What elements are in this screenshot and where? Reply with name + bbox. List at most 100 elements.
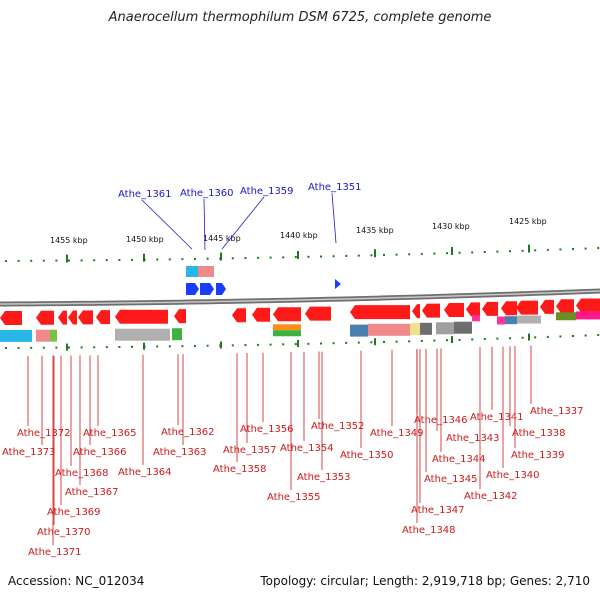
tick-dot bbox=[496, 337, 499, 340]
reverse-gene-arrow bbox=[516, 300, 538, 315]
tick-dot bbox=[80, 346, 83, 349]
tick-dot bbox=[257, 256, 259, 259]
gene-label-bottom: Athe_1370 bbox=[37, 527, 91, 538]
tick-dot bbox=[168, 258, 171, 261]
major-tick bbox=[66, 254, 68, 263]
scale-label: 1425 kbp bbox=[509, 217, 547, 226]
gene-label-bottom: Athe_1364 bbox=[118, 467, 172, 478]
tick-dot bbox=[521, 249, 524, 252]
tick-dot bbox=[80, 259, 83, 262]
gene-label-bottom: Athe_1363 bbox=[153, 447, 207, 458]
reverse-gene-arrow bbox=[96, 310, 110, 325]
cog-block bbox=[410, 323, 420, 336]
tick-dot bbox=[370, 254, 373, 257]
tick-dot bbox=[5, 259, 7, 262]
cog-block bbox=[273, 324, 301, 331]
gene-label-bottom: Athe_1349 bbox=[370, 428, 424, 439]
gene-label-bottom: Athe_1358 bbox=[213, 464, 267, 475]
scale-label: 1435 kbp bbox=[356, 226, 394, 235]
tick-dot bbox=[597, 334, 600, 337]
major-tick bbox=[374, 338, 376, 346]
tick-dot bbox=[509, 250, 511, 253]
tick-dot bbox=[471, 251, 474, 254]
reverse-gene-arrow bbox=[36, 310, 54, 325]
tick-dot bbox=[93, 259, 96, 262]
reverse-gene-arrow bbox=[252, 307, 270, 322]
gene-label-bottom: Athe_1339 bbox=[511, 450, 565, 461]
tick-dot bbox=[105, 346, 108, 349]
tick-dot bbox=[521, 336, 524, 339]
major-tick bbox=[297, 340, 299, 348]
scale-label: 1455 kbp bbox=[50, 236, 88, 245]
reverse-gene-arrow bbox=[0, 310, 22, 325]
tick-dot bbox=[483, 338, 486, 341]
forward-gene-arrow bbox=[335, 279, 341, 289]
scale-label: 1430 kbp bbox=[432, 222, 470, 231]
tick-dot bbox=[534, 336, 537, 339]
tick-dot bbox=[395, 253, 398, 256]
top-gene-labels: Athe_1361 Athe_1360 Athe_1359 Athe_1351 bbox=[118, 182, 362, 251]
gene-label-bottom: Athe_1343 bbox=[446, 433, 500, 444]
tick-dot bbox=[118, 345, 121, 348]
reverse-gene-arrow bbox=[444, 302, 464, 317]
cog-block bbox=[0, 329, 32, 342]
gene-label-bottom: Athe_1357 bbox=[223, 445, 277, 456]
tick-dot bbox=[408, 340, 411, 343]
reverse-gene-arrow bbox=[58, 310, 67, 325]
forward-gene-arrow bbox=[216, 283, 226, 295]
reverse-gene-arrow bbox=[273, 307, 301, 322]
major-tick bbox=[143, 342, 145, 350]
cog-block bbox=[172, 328, 182, 341]
cog-color-bars bbox=[0, 311, 600, 342]
gene-label-top: Athe_1359 bbox=[240, 186, 294, 197]
tick-dot bbox=[446, 252, 448, 255]
gene-label-bottom: Athe_1341 bbox=[470, 412, 524, 423]
tick-dot bbox=[168, 345, 171, 348]
tick-dot bbox=[559, 248, 562, 251]
cog-block bbox=[436, 322, 454, 335]
tick-dot bbox=[93, 346, 96, 349]
cog-block bbox=[497, 316, 505, 325]
major-tick bbox=[528, 244, 530, 253]
major-tick bbox=[297, 251, 299, 260]
tick-dot bbox=[68, 259, 70, 262]
tick-dot bbox=[320, 342, 322, 345]
major-tick bbox=[528, 333, 530, 341]
major-tick bbox=[451, 247, 453, 256]
tick-dot bbox=[357, 254, 360, 257]
gene-label-bottom: Athe_1366 bbox=[73, 447, 127, 458]
reverse-gene-arrow bbox=[68, 310, 77, 325]
tick-dot bbox=[597, 247, 600, 250]
major-tick bbox=[451, 336, 453, 344]
reverse-gene-arrow bbox=[305, 306, 331, 321]
tick-dot bbox=[269, 343, 272, 346]
tick-dot bbox=[332, 255, 335, 258]
gene-label-bottom: Athe_1356 bbox=[240, 424, 294, 435]
tick-dot bbox=[244, 344, 247, 347]
tick-dot bbox=[546, 248, 549, 251]
cog-block bbox=[198, 266, 214, 277]
reverse-gene-arrow bbox=[232, 308, 246, 323]
cog-block bbox=[505, 316, 517, 325]
gene-label-bottom: Athe_1367 bbox=[65, 487, 119, 498]
tick-dot bbox=[231, 344, 234, 347]
cog-block bbox=[273, 330, 301, 337]
tick-dot bbox=[332, 342, 335, 345]
tick-dot bbox=[181, 258, 184, 261]
leader-line bbox=[331, 192, 337, 244]
scale-label: 1450 kbp bbox=[126, 235, 164, 244]
tick-dot bbox=[17, 346, 20, 349]
tick-dot bbox=[269, 256, 272, 259]
tick-dot bbox=[383, 253, 385, 256]
reverse-gene-arrow bbox=[556, 299, 574, 314]
tick-dot bbox=[534, 249, 537, 252]
gene-label-bottom: Athe_1345 bbox=[424, 474, 478, 485]
gene-label-bottom: Athe_1337 bbox=[530, 406, 584, 417]
tick-dot bbox=[257, 343, 259, 346]
tick-dot bbox=[559, 335, 562, 338]
cog-block bbox=[50, 329, 57, 342]
reverse-gene-arrow bbox=[115, 309, 168, 324]
tick-dot bbox=[55, 259, 58, 262]
tick-dot bbox=[509, 337, 511, 340]
tick-dot bbox=[30, 346, 33, 349]
